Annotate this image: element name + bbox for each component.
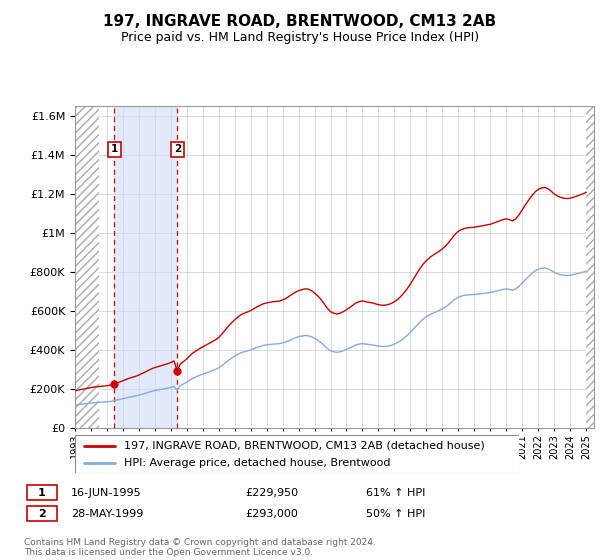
Bar — [586, 106, 594, 428]
Text: 1: 1 — [38, 488, 46, 498]
Text: 16-JUN-1995: 16-JUN-1995 — [71, 488, 142, 498]
Bar — [114, 106, 178, 428]
Text: 50% ↑ HPI: 50% ↑ HPI — [366, 508, 425, 519]
Text: 197, INGRAVE ROAD, BRENTWOOD, CM13 2AB (detached house): 197, INGRAVE ROAD, BRENTWOOD, CM13 2AB (… — [124, 441, 485, 451]
Bar — [27, 485, 57, 501]
Text: £293,000: £293,000 — [245, 508, 298, 519]
Text: 61% ↑ HPI: 61% ↑ HPI — [366, 488, 425, 498]
Bar — [27, 506, 57, 521]
Text: Price paid vs. HM Land Registry's House Price Index (HPI): Price paid vs. HM Land Registry's House … — [121, 31, 479, 44]
Text: 197, INGRAVE ROAD, BRENTWOOD, CM13 2AB: 197, INGRAVE ROAD, BRENTWOOD, CM13 2AB — [103, 14, 497, 29]
Bar — [75, 106, 99, 428]
Text: HPI: Average price, detached house, Brentwood: HPI: Average price, detached house, Bren… — [124, 458, 391, 468]
Text: 2: 2 — [174, 144, 181, 155]
Text: £229,950: £229,950 — [245, 488, 298, 498]
Text: 28-MAY-1999: 28-MAY-1999 — [71, 508, 143, 519]
Text: Contains HM Land Registry data © Crown copyright and database right 2024.
This d: Contains HM Land Registry data © Crown c… — [24, 538, 376, 557]
Text: 1: 1 — [110, 144, 118, 155]
Text: 2: 2 — [38, 508, 46, 519]
